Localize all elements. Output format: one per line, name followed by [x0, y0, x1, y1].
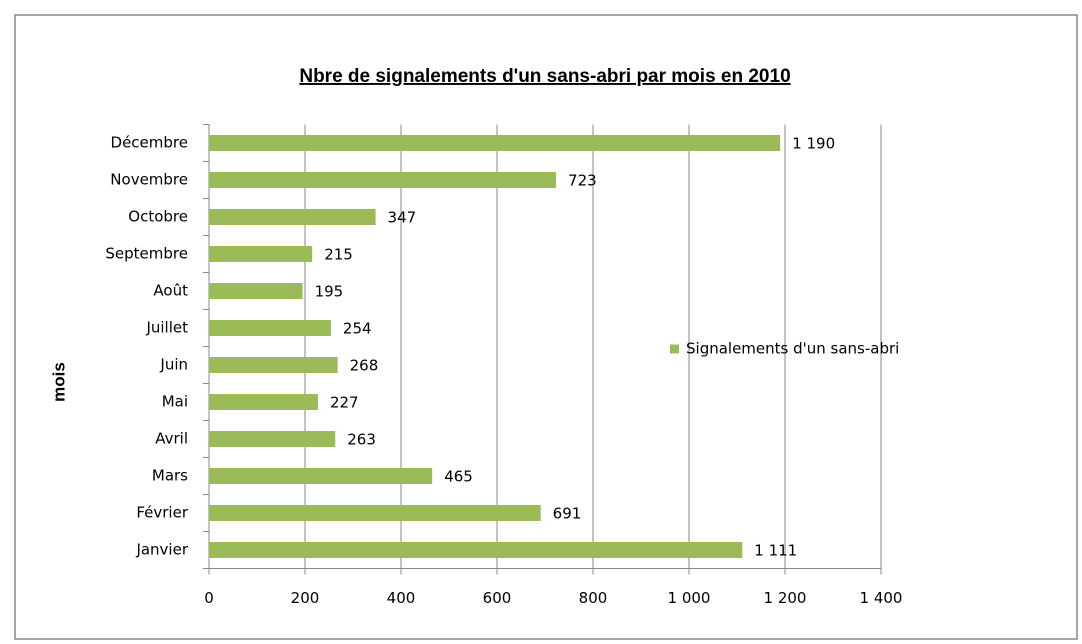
y-axis-label: mois — [49, 362, 68, 402]
x-tick-label: 200 — [291, 589, 320, 607]
bar — [209, 320, 331, 336]
data-label: 1 111 — [754, 542, 797, 560]
y-tick-label: Avril — [155, 430, 188, 448]
legend-swatch — [670, 344, 679, 354]
data-label: 268 — [350, 357, 379, 375]
chart-border — [14, 14, 1078, 640]
bar — [209, 172, 557, 188]
y-tick-label: Août — [153, 282, 188, 300]
bar — [209, 394, 318, 410]
y-tick-label: Mars — [152, 467, 188, 485]
x-tick-label: 0 — [204, 589, 214, 607]
data-label: 215 — [324, 246, 353, 264]
data-label: 691 — [553, 505, 582, 523]
bar — [209, 246, 313, 262]
data-label: 254 — [343, 320, 372, 338]
y-tick-label: Février — [136, 504, 188, 522]
data-label: 263 — [347, 431, 376, 449]
y-tick-label: Juin — [159, 356, 188, 374]
x-tick-label: 800 — [579, 589, 608, 607]
chart-title: Nbre de signalements d'un sans-abri par … — [299, 66, 790, 87]
y-tick-label: Septembre — [105, 245, 188, 263]
x-tick-label: 600 — [483, 589, 512, 607]
bar — [209, 505, 541, 521]
legend-label: Signalements d'un sans-abri — [686, 340, 899, 358]
bar — [209, 542, 743, 558]
x-tick-label: 1 000 — [668, 589, 711, 607]
data-label: 227 — [330, 394, 359, 412]
y-tick-label: Janvier — [135, 541, 188, 559]
bar — [209, 135, 781, 151]
data-label: 465 — [444, 468, 473, 486]
data-label: 723 — [568, 172, 597, 190]
x-tick-label: 400 — [387, 589, 416, 607]
x-tick-label: 1 200 — [764, 589, 807, 607]
y-tick-label: Mai — [162, 393, 188, 411]
bar — [209, 468, 433, 484]
bar — [209, 283, 303, 299]
y-tick-label: Juillet — [145, 319, 188, 337]
bar — [209, 357, 338, 373]
y-tick-label: Novembre — [110, 171, 188, 189]
data-label: 347 — [388, 209, 417, 227]
x-tick-label: 1 400 — [860, 589, 903, 607]
y-tick-label: Décembre — [111, 134, 188, 152]
bar — [209, 209, 376, 225]
y-tick-label: Octobre — [128, 208, 188, 226]
data-label: 195 — [315, 283, 344, 301]
bar — [209, 431, 336, 447]
data-label: 1 190 — [792, 135, 835, 153]
